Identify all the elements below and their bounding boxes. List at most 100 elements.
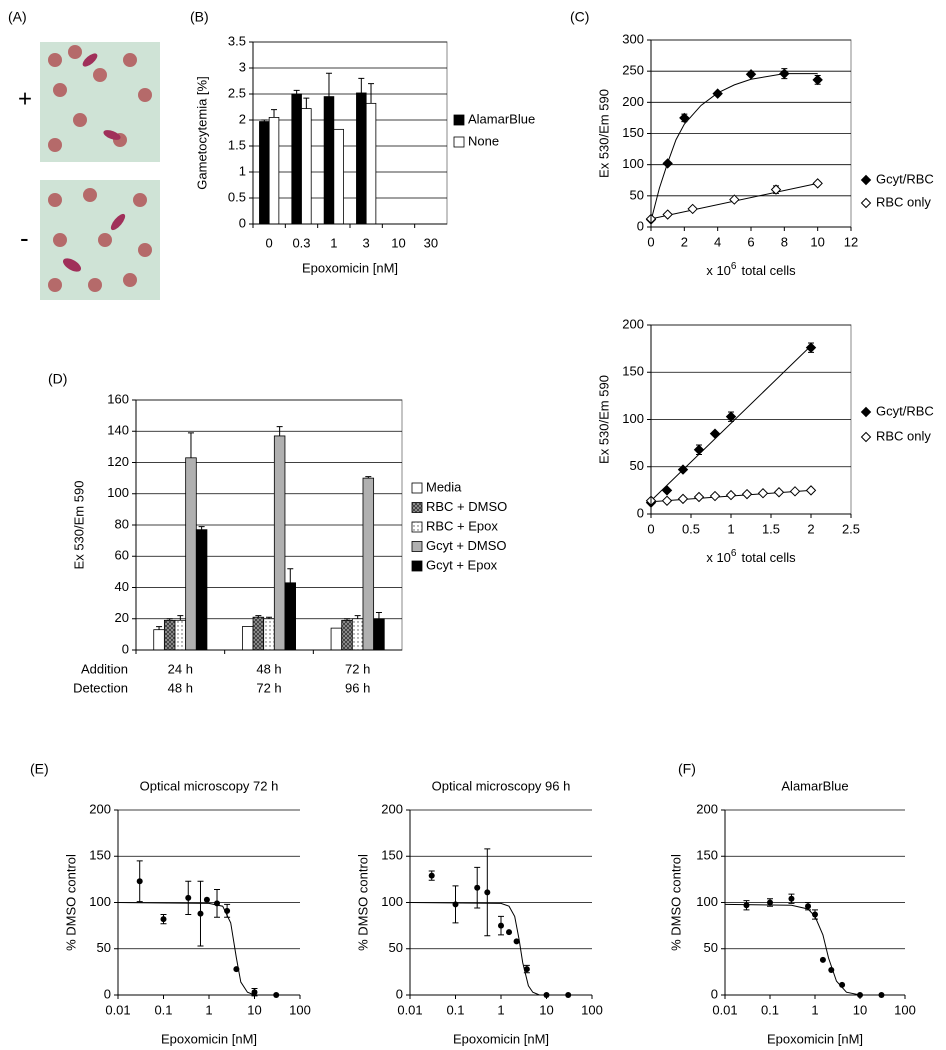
x-tick-label: 24 h [168,661,193,676]
bar [341,619,353,651]
y-tick-label: 0 [239,215,246,230]
error-bar [255,615,262,618]
bar [291,93,302,225]
y-tick-label: 150 [381,848,403,863]
legend-marker [860,406,872,418]
y-tick-label: 1 [239,163,246,178]
y-tick-label: 300 [622,31,644,46]
bar [259,121,270,225]
x-tick-label: 4 [714,234,721,249]
point [709,490,721,502]
legend-swatch [411,502,423,513]
x-axis-label: Epoxomicin [nM] [767,1031,863,1046]
legend-label: Media [426,479,462,494]
y-tick-label: 0 [637,218,644,233]
error-bar [276,426,283,436]
x-tick-label: 1 [811,1002,818,1017]
bar [365,102,377,225]
x-tick-label: 48 h [256,661,281,676]
point [725,411,737,422]
micrograph-minus [40,180,160,300]
y-tick-label: 50 [704,940,718,955]
y-tick-label: 1.5 [228,137,246,152]
bar [284,582,296,651]
x-tick-label: 10 [853,1002,867,1017]
panel-label: (A) [8,9,27,25]
error-bar [303,97,310,109]
y-tick-label: 100 [622,156,644,171]
y-tick-label: 0 [711,986,718,1001]
x-tick-label: 2 [681,234,688,249]
x-tick-label: 72 h [256,680,281,695]
point [203,896,210,903]
point [662,158,673,169]
y-axis-label: % DMSO control [668,854,683,951]
bar [330,627,343,651]
point [812,74,823,86]
point [661,495,673,506]
point [767,899,773,906]
x-tick-label: 0 [647,234,654,249]
x-tick-label: 0 [647,521,654,536]
point [812,178,823,189]
point [788,895,795,902]
legend-marker [860,174,872,186]
error-bar [287,568,294,583]
x-tick-label: 0.1 [154,1002,172,1017]
x-tick-label: 30 [424,235,438,250]
chart-title: Optical microscopy 96 h [432,778,571,793]
bar [323,96,335,225]
y-tick-label: 200 [622,94,644,109]
error-bar [156,626,163,630]
x-axis-label-sup: 6 [731,261,737,272]
x-tick-label: 6 [747,234,754,249]
x-tick-label: 2 [807,521,814,536]
point [828,967,835,974]
x-axis-label: Epoxomicin [nM] [161,1031,257,1046]
x-axis-label: Epoxomicin [nM] [302,260,398,275]
fit-curve [409,902,592,996]
point [693,491,705,503]
y-tick-label: 3.5 [228,33,246,48]
error-bar [293,89,300,94]
panel-label: (B) [190,9,209,25]
legend-label: RBC only [876,428,931,443]
x-tick-label: 0.3 [292,235,310,250]
y-tick-label: 2 [239,111,246,126]
y-tick-label: 60 [115,548,129,563]
y-axis-label: Ex 530/Em 590 [596,89,611,178]
x-tick-label: 0.01 [712,1002,737,1017]
y-tick-label: 20 [115,610,129,625]
y-tick-label: 40 [115,579,129,594]
point [224,907,231,914]
bar [373,618,385,651]
row-label: Addition [81,661,128,676]
panel-label: (D) [48,371,67,387]
x-tick-label: 0.5 [682,521,700,536]
error-bar [187,432,194,458]
x-axis-label-sup: 6 [731,548,737,559]
fit-curve [650,345,812,502]
point [662,209,673,220]
legend-label: Gcyt + DMSO [426,538,507,553]
point [197,910,204,917]
bar [301,108,312,225]
y-tick-label: 100 [622,411,644,426]
x-tick-label: 12 [844,234,858,249]
point [474,884,481,891]
x-tick-label: 0.1 [446,1002,464,1017]
point [136,878,143,885]
y-axis-label: Ex 530/Em 590 [596,375,611,464]
panel-label: (F) [678,761,696,777]
chart-title: Optical microscopy 72 h [140,778,279,793]
plot-frame [252,41,448,225]
x-axis-label: x 106 total cells [706,261,796,279]
legend-label: None [468,133,499,148]
point [805,903,812,910]
y-tick-label: 200 [89,801,111,816]
bar [333,128,344,225]
y-tick-label: 0.5 [228,189,246,204]
point [779,68,790,79]
bar [273,435,286,651]
x-tick-label: 100 [289,1002,311,1017]
